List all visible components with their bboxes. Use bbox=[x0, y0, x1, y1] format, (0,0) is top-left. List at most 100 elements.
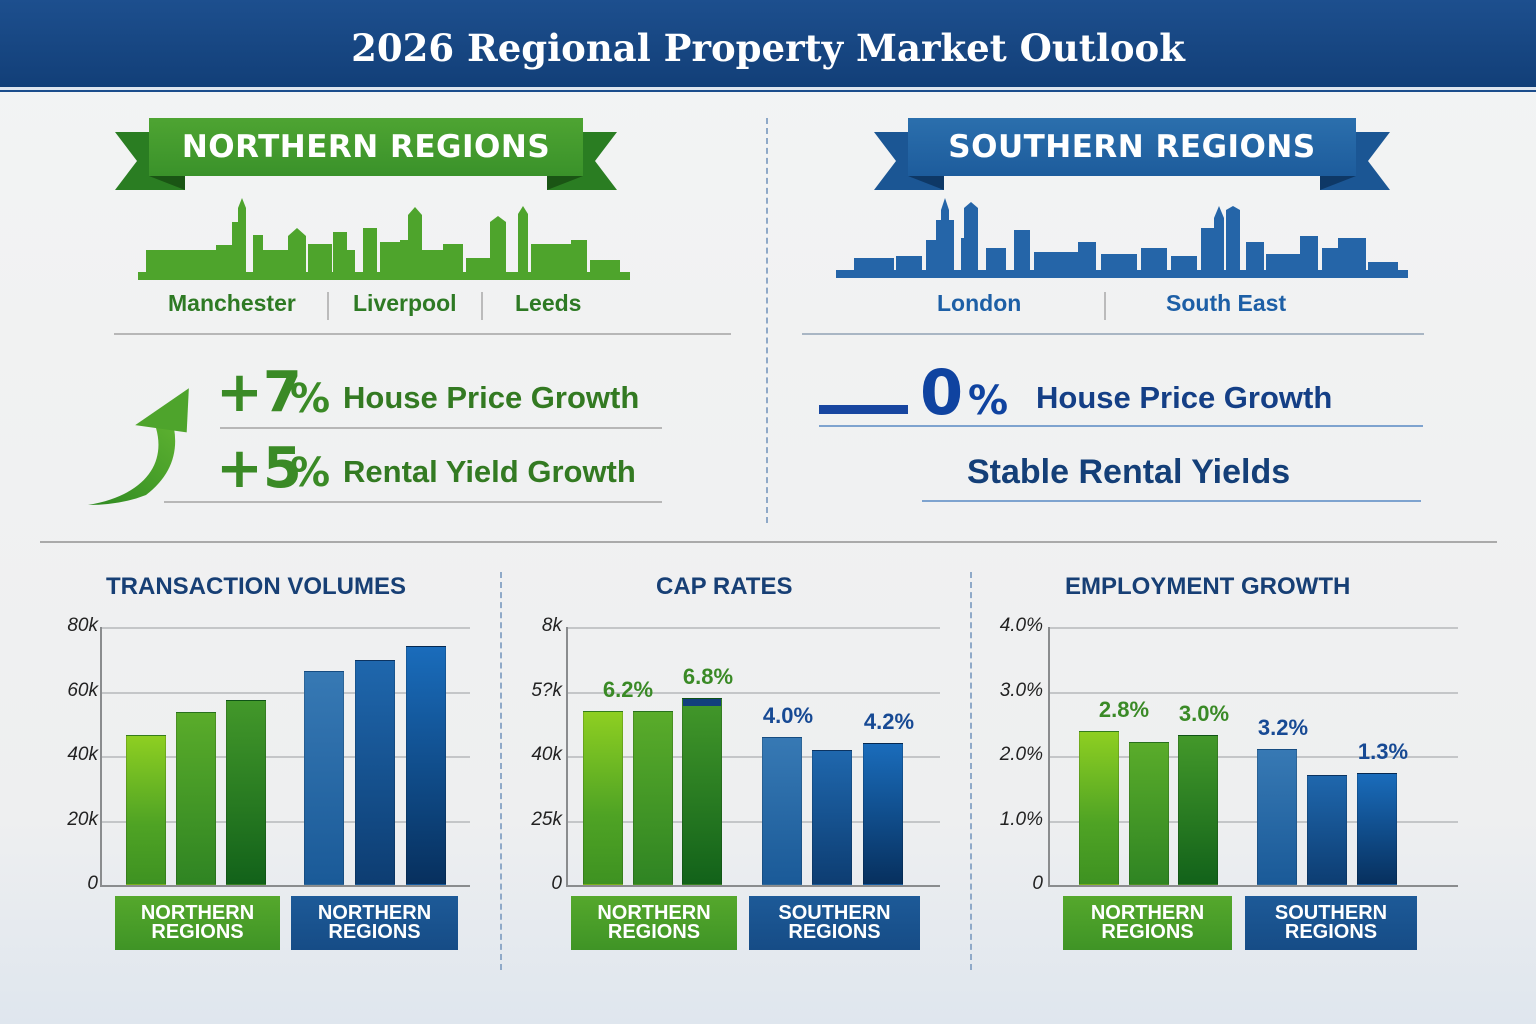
divider bbox=[220, 427, 662, 429]
bar bbox=[355, 659, 395, 885]
gridline bbox=[100, 756, 470, 758]
y-axis bbox=[100, 627, 102, 885]
section-divider bbox=[766, 118, 768, 523]
gridline bbox=[100, 820, 470, 823]
southern-price-label: House Price Growth bbox=[1036, 380, 1333, 415]
data-label: 4.0% bbox=[762, 702, 814, 728]
gridline bbox=[1048, 820, 1458, 823]
northern-rental-value: +5 bbox=[216, 436, 302, 501]
y-tick-label: 60k bbox=[67, 679, 98, 701]
bar bbox=[1178, 734, 1218, 885]
y-tick-label: 2.0% bbox=[999, 744, 1043, 765]
category-label-line: NORTHERN bbox=[1090, 902, 1205, 924]
gridline bbox=[100, 691, 470, 694]
divider bbox=[114, 333, 731, 335]
city-london: London bbox=[937, 290, 1022, 316]
city-south-east: South East bbox=[1166, 290, 1287, 316]
data-label: 3.2% bbox=[1257, 714, 1309, 740]
bar bbox=[406, 646, 446, 885]
flat-line-icon bbox=[819, 405, 908, 414]
category-label-line: REGIONS bbox=[151, 921, 244, 943]
bar bbox=[1257, 748, 1297, 885]
y-tick-label: 0 bbox=[551, 873, 562, 894]
divider bbox=[40, 541, 1497, 543]
chart-divider bbox=[970, 572, 972, 970]
category-label-line: NORTHERN bbox=[597, 902, 711, 924]
category-label: SOUTHERN REGIONS bbox=[1245, 896, 1417, 950]
data-label: 2.8% bbox=[1098, 696, 1150, 722]
northern-rental-label: Rental Yield Growth bbox=[343, 454, 636, 489]
up-arrow-icon bbox=[88, 388, 189, 505]
bar bbox=[1079, 730, 1119, 885]
category-label-line: NORTHERN bbox=[317, 902, 432, 924]
bar bbox=[762, 736, 802, 885]
city-manchester: Manchester bbox=[168, 290, 296, 316]
bar bbox=[583, 710, 623, 885]
y-axis bbox=[566, 627, 568, 885]
data-label: 4.2% bbox=[863, 709, 915, 735]
y-tick-label: 0 bbox=[1032, 873, 1043, 894]
y-tick-label: 80k bbox=[67, 615, 98, 636]
y-tick-label: 5?k bbox=[531, 679, 562, 701]
gridline bbox=[100, 627, 470, 629]
divider bbox=[327, 292, 329, 320]
x-axis bbox=[1048, 885, 1458, 887]
bar bbox=[1357, 772, 1397, 885]
gridline bbox=[566, 691, 940, 694]
category-label-line: REGIONS bbox=[328, 921, 421, 943]
y-tick-label: 0 bbox=[87, 873, 98, 894]
category-label-line: REGIONS bbox=[1101, 921, 1194, 943]
city-leeds: Leeds bbox=[515, 290, 582, 316]
bar bbox=[176, 712, 216, 885]
category-label-line: REGIONS bbox=[607, 921, 701, 943]
header-banner bbox=[0, 0, 1536, 90]
y-tick-label: 1.0% bbox=[999, 808, 1043, 830]
southern-rental-label: Stable Rental Yields bbox=[967, 453, 1291, 491]
gridline bbox=[566, 627, 940, 629]
northern-rental-unit: % bbox=[290, 450, 331, 496]
gridline bbox=[566, 820, 940, 823]
category-label-line: REGIONS bbox=[1284, 921, 1378, 943]
southern-price-unit: % bbox=[968, 378, 1009, 424]
bar bbox=[1129, 741, 1169, 885]
data-label: 3.0% bbox=[1178, 700, 1230, 726]
category-label-line: REGIONS bbox=[788, 921, 881, 943]
employment-growth-title: EMPLOYMENT GROWTH bbox=[1065, 573, 1351, 600]
gridline bbox=[1048, 756, 1458, 758]
city-liverpool: Liverpool bbox=[353, 290, 457, 316]
southern-heading: SOUTHERN REGIONS bbox=[908, 118, 1356, 176]
bar bbox=[1307, 774, 1347, 885]
y-tick-label: 8k bbox=[541, 615, 562, 636]
data-label: 6.2% bbox=[602, 676, 654, 702]
southern-skyline-icon bbox=[836, 198, 1408, 278]
category-label: NORTHERN REGIONS bbox=[1063, 896, 1232, 950]
transaction-volumes-title: TRANSACTION VOLUMES bbox=[106, 573, 406, 600]
data-label: 6.8% bbox=[682, 663, 734, 689]
category-label-line: SOUTHERN bbox=[1274, 902, 1388, 924]
divider bbox=[819, 425, 1423, 427]
southern-heading-ribbon: SOUTHERN REGIONS bbox=[874, 118, 1390, 190]
bar bbox=[863, 743, 903, 885]
divider bbox=[802, 333, 1424, 335]
bar bbox=[304, 670, 344, 885]
category-label: NORTHERN REGIONS bbox=[291, 896, 458, 950]
northern-price-value: +7 bbox=[216, 360, 302, 425]
category-label: NORTHERN REGIONS bbox=[571, 896, 737, 950]
bar-cap bbox=[683, 698, 721, 706]
divider bbox=[164, 501, 662, 503]
y-tick-label: 25k bbox=[531, 808, 562, 830]
y-axis bbox=[1048, 627, 1050, 885]
southern-price-value: 0 bbox=[920, 356, 964, 429]
y-tick-label: 40k bbox=[531, 744, 562, 765]
category-label: SOUTHERN REGIONS bbox=[749, 896, 920, 950]
gridline bbox=[1048, 627, 1458, 629]
gridline bbox=[566, 756, 940, 758]
divider bbox=[1104, 292, 1106, 320]
page-title: 2026 Regional Property Market Outlook bbox=[351, 26, 1185, 70]
bar bbox=[126, 735, 166, 885]
northern-price-label: House Price Growth bbox=[343, 380, 640, 415]
divider bbox=[481, 292, 483, 320]
northern-heading: NORTHERN REGIONS bbox=[149, 118, 583, 176]
x-axis bbox=[566, 885, 940, 887]
gridline bbox=[1048, 691, 1458, 694]
